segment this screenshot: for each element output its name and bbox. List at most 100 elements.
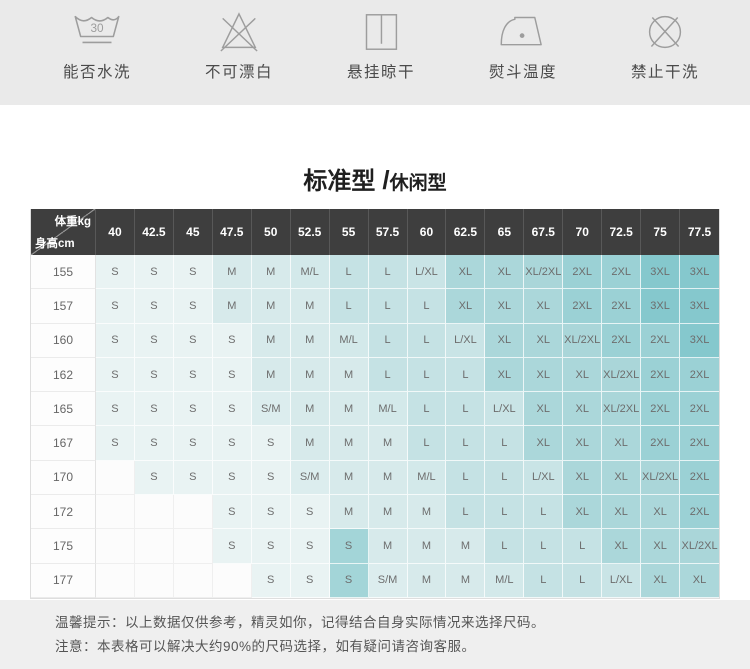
size-cell: S <box>251 563 291 598</box>
size-cell: XL <box>680 563 719 598</box>
size-cell: S <box>134 289 174 324</box>
size-cell: L <box>407 426 447 461</box>
size-cell: S <box>212 495 252 530</box>
size-cell: XL/2XL <box>641 460 681 496</box>
care-item-no-bleach: 不可漂白 <box>205 7 273 82</box>
size-cell: M <box>290 426 330 461</box>
care-item-washable: 30 能否水洗 <box>63 7 131 82</box>
size-cell: L/XL <box>485 392 525 427</box>
size-table: 体重kg 身高cm 40 42.5 45 47.5 50 52.5 55 57.5 60 62.5 65… <box>30 209 720 599</box>
care-label: 能否水洗 <box>62 64 131 81</box>
size-cell: L <box>368 289 408 324</box>
size-cell: XL <box>602 460 642 496</box>
svg-text:30: 30 <box>90 22 104 35</box>
weight-header-cell: 42.5 <box>135 209 174 255</box>
size-cell: S <box>212 460 252 496</box>
size-cell: L <box>368 255 408 290</box>
title-separator: / <box>382 165 390 195</box>
size-cell: XL <box>485 255 525 290</box>
size-cell: M/L <box>485 563 525 598</box>
size-cell: 2XL <box>602 255 642 290</box>
size-cell <box>96 460 135 496</box>
size-cell: L <box>407 289 447 324</box>
size-cell: 2XL <box>602 289 642 324</box>
size-cell: M <box>251 323 291 358</box>
size-cell: M <box>329 426 369 461</box>
size-cell: S <box>212 529 252 564</box>
care-icons-section: 30 能否水洗 不可漂白 悬挂晾干 熨斗温度 禁止干洗 <box>0 0 750 105</box>
size-cell: M <box>407 563 447 598</box>
weight-header-cell: 40 <box>96 209 135 255</box>
height-row-label: 157 <box>31 289 96 324</box>
size-cell: L <box>407 392 447 427</box>
size-cell: L/XL <box>602 563 642 598</box>
size-cell: L <box>485 529 525 564</box>
weight-header-cell: 67.5 <box>524 209 564 255</box>
size-cell: S <box>96 255 135 290</box>
weight-header-cell: 57.5 <box>369 209 408 255</box>
size-cell: 3XL <box>641 255 681 290</box>
size-cell: XL <box>524 357 564 393</box>
size-cell: XL <box>641 495 681 530</box>
size-cell <box>96 529 135 564</box>
height-row-label: 175 <box>31 529 96 564</box>
size-cell: S <box>290 495 330 530</box>
size-cell: S <box>173 357 213 393</box>
size-cell: M <box>446 563 486 598</box>
size-cell <box>212 563 252 598</box>
size-cell: L/XL <box>407 255 447 290</box>
size-cell: XL <box>524 426 564 461</box>
size-cell: XL <box>563 392 603 427</box>
size-cell: M <box>251 357 291 393</box>
size-cell: 3XL <box>680 289 719 324</box>
size-cell <box>173 495 213 530</box>
size-cell <box>134 529 174 564</box>
size-cell: L <box>524 563 564 598</box>
care-label: 熨斗温度 <box>488 64 557 81</box>
weight-header-cell: 45 <box>174 209 213 255</box>
height-row-label: 170 <box>31 460 96 496</box>
corner-height-label: 身高cm <box>35 238 75 250</box>
size-cell: M <box>407 495 447 530</box>
size-cell: M <box>290 392 330 427</box>
size-cell: 2XL <box>563 255 603 290</box>
weight-header-cell: 55 <box>330 209 369 255</box>
size-cell: XL <box>641 529 681 564</box>
size-cell: S <box>173 426 213 461</box>
size-cell <box>173 563 213 598</box>
size-cell: L <box>446 392 486 427</box>
height-row-label: 162 <box>31 357 96 393</box>
size-cell: S <box>212 426 252 461</box>
table-row: 175 S S S S M M M L L L XL XL XL/2XL <box>31 529 719 564</box>
table-header-row: 体重kg 身高cm 40 42.5 45 47.5 50 52.5 55 57.5 60 62.5 65… <box>31 209 719 255</box>
size-cell: S <box>290 529 330 564</box>
size-cell: S <box>173 392 213 427</box>
size-cell: XL <box>563 460 603 496</box>
size-cell <box>134 495 174 530</box>
size-cell: M <box>212 255 252 290</box>
size-cell: XL/2XL <box>563 323 603 358</box>
size-cell: S <box>212 357 252 393</box>
size-cell: S <box>251 529 291 564</box>
care-item-hang-dry: 悬挂晾干 <box>347 7 415 82</box>
size-cell: 3XL <box>680 323 719 358</box>
size-cell: XL/2XL <box>602 357 642 393</box>
height-row-label: 167 <box>31 426 96 461</box>
size-cell: 3XL <box>680 255 719 290</box>
size-cell: S <box>96 289 135 324</box>
size-cell: S/M <box>251 392 291 427</box>
weight-header-cell: 77.5 <box>687 225 712 239</box>
size-cell: 2XL <box>680 357 719 393</box>
care-item-no-dry-clean: 禁止干洗 <box>631 7 699 82</box>
weight-header-cell: 60 <box>408 209 447 255</box>
size-cell: L <box>368 323 408 358</box>
size-cell <box>96 495 135 530</box>
size-cell: S <box>290 563 330 598</box>
size-cell: 2XL <box>641 323 681 358</box>
size-cell: M <box>368 529 408 564</box>
care-label: 悬挂晾干 <box>346 64 415 81</box>
size-cell: 2XL <box>602 323 642 358</box>
title-secondary: 休闲型 <box>389 173 447 194</box>
size-cell: 2XL <box>680 460 719 496</box>
corner-weight-label: 体重kg <box>54 216 91 228</box>
